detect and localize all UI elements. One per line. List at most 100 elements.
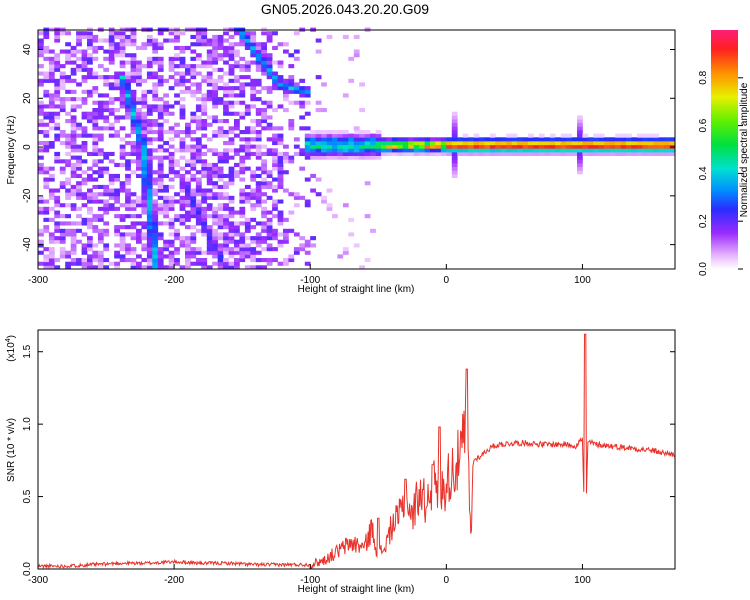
heatmap-cell <box>451 144 458 149</box>
heatmap-cell <box>626 148 632 153</box>
heatmap-cell <box>103 243 110 248</box>
heatmap-cell <box>206 177 213 182</box>
heatmap-cell <box>304 144 311 149</box>
heatmap-cell <box>174 130 180 135</box>
heatmap-cell <box>54 258 61 263</box>
heatmap-cell <box>577 119 583 124</box>
heatmap-cell <box>217 206 224 211</box>
heatmap-cell <box>54 67 61 72</box>
heatmap-cell <box>157 108 164 113</box>
heatmap-cell <box>609 148 616 153</box>
heatmap-cell <box>146 184 153 189</box>
heatmap-cell <box>152 261 159 266</box>
heatmap-cell <box>54 151 61 156</box>
heatmap-cell <box>451 173 458 178</box>
heatmap-cell <box>250 53 257 58</box>
heatmap-cell <box>255 173 262 178</box>
heatmap-cell <box>168 217 175 222</box>
heatmap-cell <box>163 148 169 153</box>
heatmap-cell <box>228 236 235 241</box>
heatmap-cell <box>217 86 224 91</box>
heatmap-cell <box>163 78 169 83</box>
heatmap-cell <box>43 148 50 153</box>
heatmap-cell <box>152 170 159 175</box>
heatmap-cell <box>179 217 186 222</box>
heatmap-cell <box>261 192 267 197</box>
heatmap-cell <box>506 133 512 138</box>
heatmap-cell <box>38 170 44 175</box>
heatmap-cell <box>223 45 229 50</box>
heatmap-cell <box>163 104 169 109</box>
heatmap-cell <box>114 82 120 87</box>
heatmap-cell <box>560 133 567 138</box>
heatmap-cell <box>76 67 82 72</box>
heatmap-cell <box>664 148 670 153</box>
heatmap-cell <box>38 82 44 87</box>
heatmap-cell <box>190 225 197 230</box>
heatmap-cell <box>228 155 235 160</box>
heatmap-cell <box>348 148 355 153</box>
y-tick-label: 1.5 <box>22 344 33 358</box>
heatmap-cell <box>212 42 218 47</box>
heatmap-cell <box>70 228 77 233</box>
heatmap-cell <box>386 148 393 153</box>
heatmap-cell <box>495 141 502 146</box>
snr-scale-factor: (x104) <box>5 335 17 362</box>
colorbar: 0.00.20.40.60.8 Normalized spectral ampl… <box>698 30 750 276</box>
heatmap-cell <box>54 155 61 160</box>
heatmap-cell <box>163 108 169 113</box>
heatmap-cell <box>255 184 262 189</box>
svg-text:(x104): (x104) <box>5 335 17 362</box>
heatmap-cell <box>440 151 447 156</box>
heatmap-cell <box>87 192 93 197</box>
heatmap-cell <box>201 232 208 237</box>
heatmap-cell <box>310 133 316 138</box>
heatmap-cell <box>528 151 534 156</box>
heatmap-cell <box>500 144 507 149</box>
heatmap-cell <box>48 206 55 211</box>
heatmap-cell <box>342 151 349 156</box>
heatmap-cell <box>130 250 137 255</box>
heatmap-cell <box>146 199 153 204</box>
heatmap-cell <box>76 38 82 43</box>
heatmap-cell <box>250 206 257 211</box>
heatmap-cell <box>119 82 126 87</box>
heatmap-cell <box>185 199 191 204</box>
heatmap-cell <box>125 141 131 146</box>
heatmap-cell <box>266 126 273 131</box>
heatmap-cell <box>234 250 240 255</box>
heatmap-cell <box>234 119 240 124</box>
heatmap-cell <box>136 126 142 131</box>
heatmap-cell <box>163 254 169 259</box>
heatmap-cell <box>228 247 235 252</box>
heatmap-cell <box>479 151 485 156</box>
heatmap-cell <box>103 82 110 87</box>
heatmap-cell <box>119 214 126 219</box>
heatmap-cell <box>81 258 88 263</box>
heatmap-cell <box>179 31 186 36</box>
heatmap-cell <box>206 71 213 76</box>
heatmap-cell <box>560 148 567 153</box>
heatmap-cell <box>76 31 82 36</box>
heatmap-cell <box>43 177 50 182</box>
heatmap-cell <box>250 89 257 94</box>
heatmap-cell <box>38 100 44 105</box>
heatmap-cell <box>136 155 142 160</box>
heatmap-cell <box>255 148 262 153</box>
heatmap-cell <box>92 217 99 222</box>
heatmap-cell <box>136 236 142 241</box>
heatmap-cell <box>119 236 126 241</box>
heatmap-cell <box>566 133 572 138</box>
heatmap-cell <box>48 56 55 61</box>
heatmap-cell <box>250 247 257 252</box>
heatmap-cell <box>152 60 159 65</box>
heatmap-cell <box>658 141 665 146</box>
heatmap-cell <box>195 115 202 120</box>
heatmap-cell <box>48 78 55 83</box>
heatmap-cell <box>283 188 289 193</box>
heatmap-cell <box>615 137 621 142</box>
heatmap-cell <box>511 144 518 149</box>
heatmap-cell <box>38 38 44 43</box>
heatmap-cell <box>146 71 153 76</box>
heatmap-cell <box>92 243 99 248</box>
